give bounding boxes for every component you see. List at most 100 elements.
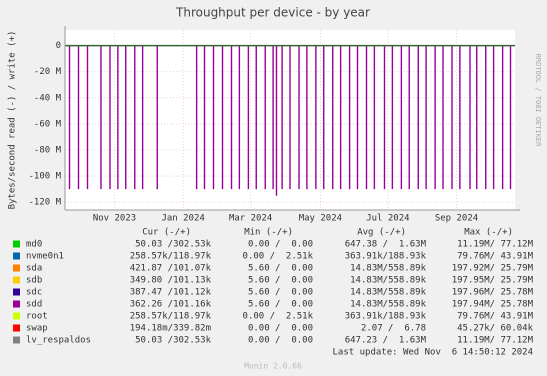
- bar: [485, 45, 487, 190]
- legend-swatch: [13, 276, 20, 284]
- bar: [281, 45, 283, 190]
- legend-value: 14.83M/558.89k: [350, 288, 426, 298]
- bar: [391, 45, 394, 190]
- bar: [492, 45, 495, 190]
- legend-value: 194.18m/339.82m: [130, 324, 211, 334]
- bar: [100, 45, 102, 190]
- bar: [275, 45, 278, 196]
- bar: [125, 45, 127, 190]
- legend-swatch: [13, 252, 20, 260]
- legend-swatch: [13, 240, 20, 248]
- legend-value: 349.80 /101.13k: [130, 276, 212, 286]
- bar: [383, 45, 386, 190]
- bar: [425, 45, 427, 190]
- x-tick-label: Jul 2024: [366, 214, 409, 224]
- legend-value: 5.60 / 0.00: [248, 300, 313, 310]
- bar: [476, 45, 478, 190]
- bar: [289, 45, 291, 190]
- bar: [348, 45, 351, 190]
- legend-value: 45.27k/ 60.04k: [457, 324, 533, 334]
- bar: [323, 45, 325, 190]
- legend-header: Avg (-/+): [357, 228, 406, 238]
- legend-value: 50.03 /302.53k: [135, 336, 211, 346]
- bar: [230, 45, 233, 190]
- legend-value: 0.00 / 0.00: [248, 240, 313, 250]
- y-tick-label: -100 M: [28, 172, 61, 182]
- legend-name: lv_respaldos: [26, 336, 91, 346]
- bar: [509, 45, 512, 190]
- x-tick-label: Sep 2024: [435, 214, 478, 224]
- bar: [221, 45, 224, 190]
- legend-value: 197.92M/ 25.79M: [452, 264, 534, 274]
- x-tick-label: Jan 2024: [161, 214, 204, 224]
- legend-name: md0: [26, 240, 42, 250]
- bar: [408, 45, 410, 190]
- legend-header: Max (-/+): [464, 228, 513, 238]
- legend-value: 0.00 / 0.00: [248, 324, 313, 334]
- legend-value: 5.60 / 0.00: [248, 288, 313, 298]
- bar: [298, 45, 300, 190]
- legend-name: swap: [26, 324, 48, 334]
- bar: [203, 45, 206, 190]
- bar: [356, 45, 359, 190]
- bar: [451, 45, 453, 190]
- last-update: Last update: Wed Nov 6 14:50:12 2024: [333, 348, 533, 358]
- y-tick-label: -60 M: [34, 119, 62, 129]
- legend-swatch: [13, 324, 20, 332]
- legend-value: 14.83M/558.89k: [350, 300, 426, 310]
- y-tick-label: 0: [56, 41, 61, 51]
- legend-value: 387.47 /101.12k: [130, 288, 212, 298]
- bar: [141, 45, 144, 190]
- legend-value: 647.38 / 1.63M: [345, 240, 427, 250]
- legend-swatch: [13, 300, 20, 308]
- bar: [264, 45, 266, 190]
- y-tick-label: -40 M: [34, 93, 62, 103]
- bar: [117, 45, 119, 190]
- bar: [255, 45, 257, 190]
- bar: [469, 45, 471, 190]
- bar: [134, 45, 136, 190]
- bar: [247, 45, 250, 190]
- legend-value: 0.00 / 2.51k: [243, 252, 314, 262]
- bar: [68, 45, 71, 190]
- legend-value: 647.23 / 1.63M: [345, 336, 427, 346]
- legend-value: 258.57k/118.97k: [130, 312, 212, 322]
- legend-value: 14.83M/558.89k: [350, 276, 426, 286]
- legend-value: 11.19M/ 77.12M: [457, 240, 533, 250]
- legend-value: 363.91k/188.93k: [345, 252, 427, 262]
- y-tick-label: -120 M: [28, 198, 61, 208]
- legend-value: 421.87 /101.07k: [130, 264, 212, 274]
- y-axis-label: Bytes/second read (-) / write (+): [8, 31, 18, 210]
- legend-value: 5.60 / 0.00: [248, 276, 313, 286]
- legend-header: Cur (-/+): [142, 228, 191, 238]
- legend-name: sdb: [26, 276, 42, 286]
- legend-value: 363.91k/188.93k: [345, 312, 427, 322]
- legend-value: 197.94M/ 25.78M: [452, 300, 534, 310]
- bar: [434, 45, 436, 190]
- bar: [365, 45, 368, 190]
- legend-swatch: [13, 336, 20, 344]
- legend-value: 2.07 / 6.78: [361, 324, 426, 334]
- x-tick-label: Mar 2024: [229, 214, 272, 224]
- legend-name: sda: [26, 264, 42, 274]
- bar: [501, 45, 504, 190]
- x-tick-label: May 2024: [299, 214, 342, 224]
- legend-value: 14.83M/558.89k: [350, 264, 426, 274]
- legend-name: nvme0n1: [26, 252, 64, 262]
- bar: [315, 45, 317, 190]
- legend-value: 197.96M/ 25.78M: [452, 288, 534, 298]
- bar: [417, 45, 419, 190]
- legend-value: 0.00 / 2.51k: [243, 312, 314, 322]
- bar: [77, 45, 80, 190]
- legend-value: 5.60 / 0.00: [248, 264, 313, 274]
- y-tick-label: -80 M: [34, 146, 62, 156]
- legend-name: sdd: [26, 300, 42, 310]
- x-tick-label: Nov 2023: [93, 214, 136, 224]
- bar: [86, 45, 89, 190]
- legend-value: 79.76M/ 43.91M: [457, 252, 533, 262]
- bar: [332, 45, 334, 190]
- y-tick-label: -20 M: [34, 67, 62, 77]
- legend-value: 362.26 /101.16k: [130, 300, 212, 310]
